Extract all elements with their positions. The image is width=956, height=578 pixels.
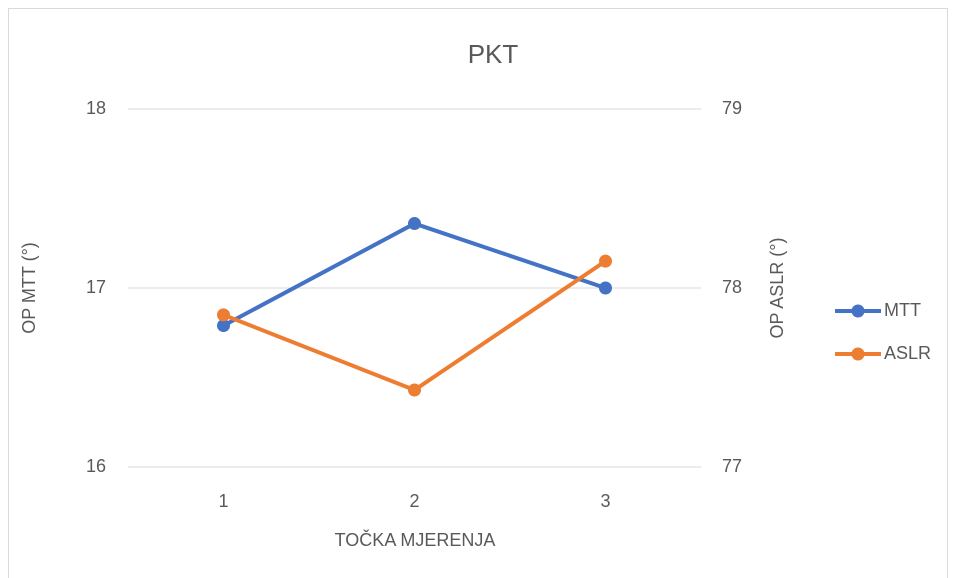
- y-tick-label: 16: [86, 456, 106, 476]
- data-point: [599, 281, 612, 295]
- legend-marker: [851, 304, 865, 318]
- x-axis-label: TOČKA MJERENJA: [335, 529, 496, 550]
- legend-marker: [851, 347, 865, 361]
- data-point: [408, 383, 421, 397]
- chart-title: PKT: [468, 39, 519, 69]
- y2-tick-label: 78: [722, 277, 742, 297]
- data-point: [599, 254, 612, 268]
- x-tick-label: 1: [218, 491, 228, 511]
- y-tick-label: 17: [86, 277, 106, 297]
- y2-axis-label: OP ASLR (°): [767, 238, 787, 339]
- legend-label: MTT: [884, 300, 921, 320]
- x-tick-label: 2: [409, 491, 419, 511]
- y-axis-label: OP MTT (°): [19, 242, 39, 334]
- data-point: [217, 308, 230, 322]
- y2-tick-label: 77: [722, 456, 742, 476]
- y-tick-label: 18: [86, 98, 106, 118]
- data-point: [217, 319, 230, 333]
- x-tick-label: 3: [600, 491, 610, 511]
- legend-label: ASLR: [884, 343, 931, 363]
- data-point: [408, 217, 421, 231]
- chart-border: [8, 8, 948, 578]
- y2-tick-label: 79: [722, 98, 742, 118]
